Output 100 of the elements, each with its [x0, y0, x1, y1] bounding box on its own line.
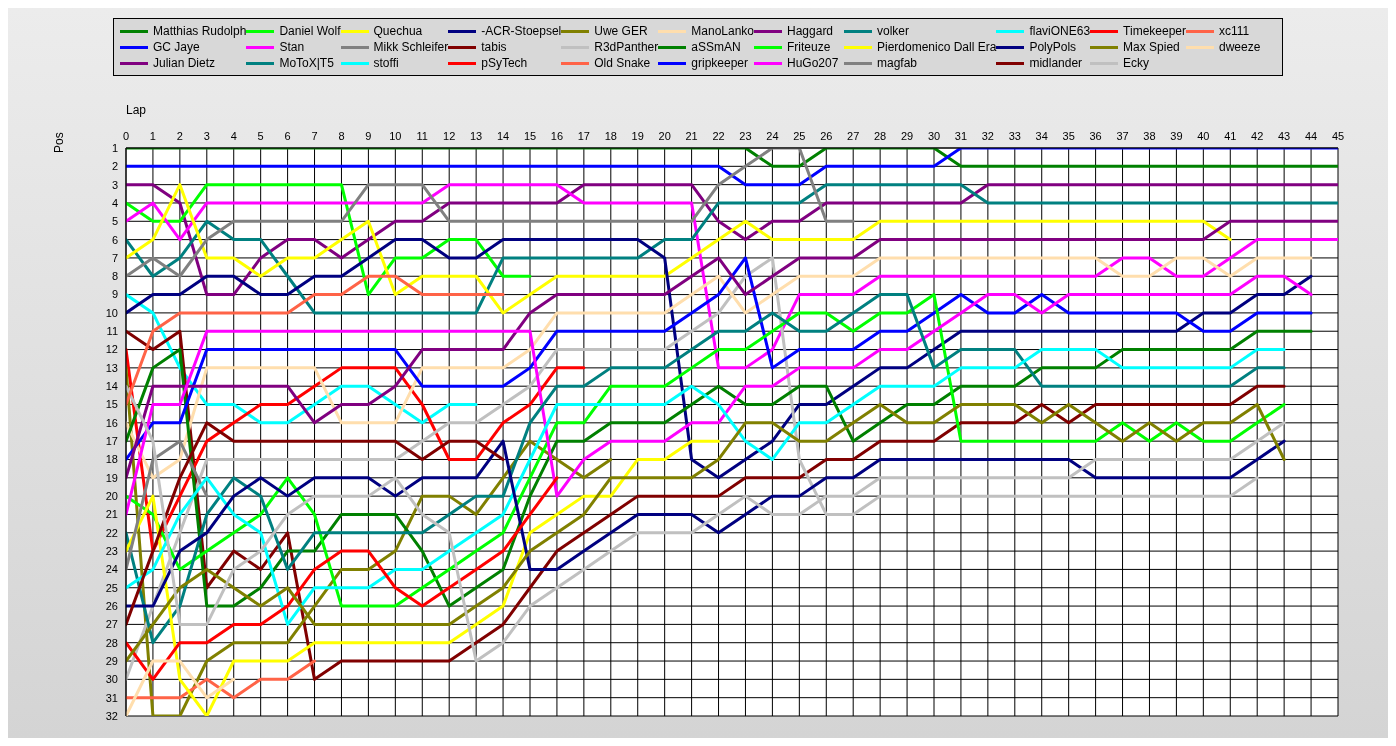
y-tick-label: 27 [105, 618, 118, 631]
x-tick-label: 18 [604, 130, 617, 142]
x-tick-label: 23 [739, 130, 752, 142]
line-series [126, 439, 1286, 608]
x-tick-label: 8 [338, 130, 345, 142]
x-tick-label: 39 [1170, 130, 1183, 142]
legend-label: midlander [1029, 56, 1083, 70]
y-tick-label: 12 [105, 343, 118, 356]
x-tick-label: 11 [416, 130, 428, 142]
x-tick-label: 22 [712, 130, 725, 142]
line-series [126, 183, 532, 297]
y-tick-label: 24 [105, 563, 118, 576]
y-tick-label: 10 [105, 306, 118, 319]
y-axis-title: Pos [52, 132, 66, 153]
legend-label: Stan [279, 40, 305, 54]
y-tick-label: 14 [105, 380, 118, 393]
legend-label: aSSmAN [691, 40, 741, 54]
y-tick-label: 1 [111, 141, 118, 154]
legend-label: volker [877, 24, 910, 38]
y-tick-label: 6 [111, 233, 118, 246]
y-tick-label: 22 [105, 526, 118, 539]
y-tick-label: 15 [105, 398, 118, 411]
x-tick-label: 13 [470, 130, 483, 142]
y-tick-label: 18 [105, 453, 118, 466]
y-tick-label: 19 [105, 471, 118, 484]
y-tick-label: 26 [105, 599, 118, 612]
x-tick-label: 15 [523, 130, 537, 142]
x-tick-label: 40 [1197, 130, 1210, 142]
x-tick-label: 1 [149, 130, 156, 142]
x-tick-label: 24 [766, 130, 779, 142]
legend-label: Quechua [373, 24, 423, 38]
y-tick-label: 30 [105, 673, 118, 686]
legend-label: Julian Dietz [153, 56, 216, 70]
y-tick-label: 3 [111, 178, 118, 191]
x-tick-label: 9 [365, 130, 372, 142]
y-tick-label: 4 [111, 196, 118, 209]
line-series [126, 659, 236, 716]
x-tick-label: 45 [1331, 130, 1345, 142]
legend-label: Old Snake [594, 56, 651, 70]
y-tick-label: 13 [105, 361, 118, 374]
legend-label: Timekeeper [1123, 24, 1187, 38]
line-series [126, 183, 1338, 370]
line-series [126, 274, 1313, 516]
legend-label: xc111 [1219, 24, 1250, 38]
x-tick-label: 43 [1278, 130, 1291, 142]
x-tick-label: 44 [1304, 130, 1318, 142]
x-tick-label: 33 [1008, 130, 1021, 142]
line-series [126, 439, 209, 571]
legend-label: Uwe GER [594, 24, 648, 38]
legend-label: Matthias Rudolph [153, 24, 247, 38]
legend-label: HuGo207 [787, 56, 839, 70]
y-tick-label: 2 [111, 160, 118, 173]
x-tick-label: 17 [577, 130, 590, 142]
x-tick-label: 14 [496, 130, 510, 142]
line-series [126, 274, 505, 407]
x-tick-label: 38 [1143, 130, 1156, 142]
legend-label: stoffi [373, 56, 399, 70]
legend-label: Daniel Wolf [279, 24, 341, 38]
x-tick-label: 37 [1116, 130, 1129, 142]
x-tick-label: 26 [820, 130, 833, 142]
y-tick-label: 32 [105, 709, 118, 722]
legend-label: PolyPols [1029, 40, 1077, 54]
x-tick-label: 21 [685, 130, 698, 142]
x-tick-label: 28 [874, 130, 887, 142]
y-tick-label: 31 [105, 691, 118, 704]
legend-label: ManoLanko [691, 24, 755, 38]
legend-label: Friteuze [787, 40, 831, 54]
x-tick-label: 30 [927, 130, 941, 142]
line-series [126, 476, 559, 681]
x-tick-label: 2 [176, 130, 183, 142]
x-tick-label: 36 [1089, 130, 1102, 142]
x-tick-label: 34 [1035, 130, 1048, 142]
x-tick-label: 41 [1224, 130, 1237, 142]
legend-label: Haggard [787, 24, 834, 38]
x-tick-label: 42 [1251, 130, 1264, 142]
y-tick-label: 29 [105, 654, 118, 667]
x-tick-label: 31 [954, 130, 968, 142]
legend-label: Max Spied [1123, 40, 1180, 54]
y-tick-label: 5 [111, 215, 118, 228]
x-tick-label: 29 [900, 130, 914, 142]
legend-label: -ACR-Stoepsel [481, 24, 562, 38]
x-tick-label: 20 [658, 130, 671, 142]
x-tick-label: 12 [443, 130, 456, 142]
x-tick-label: 10 [389, 130, 402, 142]
legend-label: dweeze [1219, 40, 1261, 54]
x-tick-label: 3 [203, 130, 210, 142]
x-tick-label: 27 [847, 130, 860, 142]
y-tick-label: 23 [105, 545, 118, 557]
legend-label: Pierdomenico Dall Era [877, 40, 997, 54]
legend-label: MoToX|T5 [279, 56, 334, 70]
y-tick-label: 25 [105, 581, 118, 594]
x-tick-label: 35 [1062, 130, 1075, 142]
y-tick-label: 28 [105, 636, 118, 649]
x-tick-label: 32 [981, 130, 994, 142]
y-tick-label: 11 [106, 325, 118, 338]
legend-label: flaviONE63 [1029, 24, 1091, 38]
legend-label: magfab [877, 56, 918, 70]
x-tick-label: 25 [793, 130, 806, 142]
legend-label: Ecky [1123, 56, 1150, 70]
legend-label: pSyTech [481, 56, 528, 70]
